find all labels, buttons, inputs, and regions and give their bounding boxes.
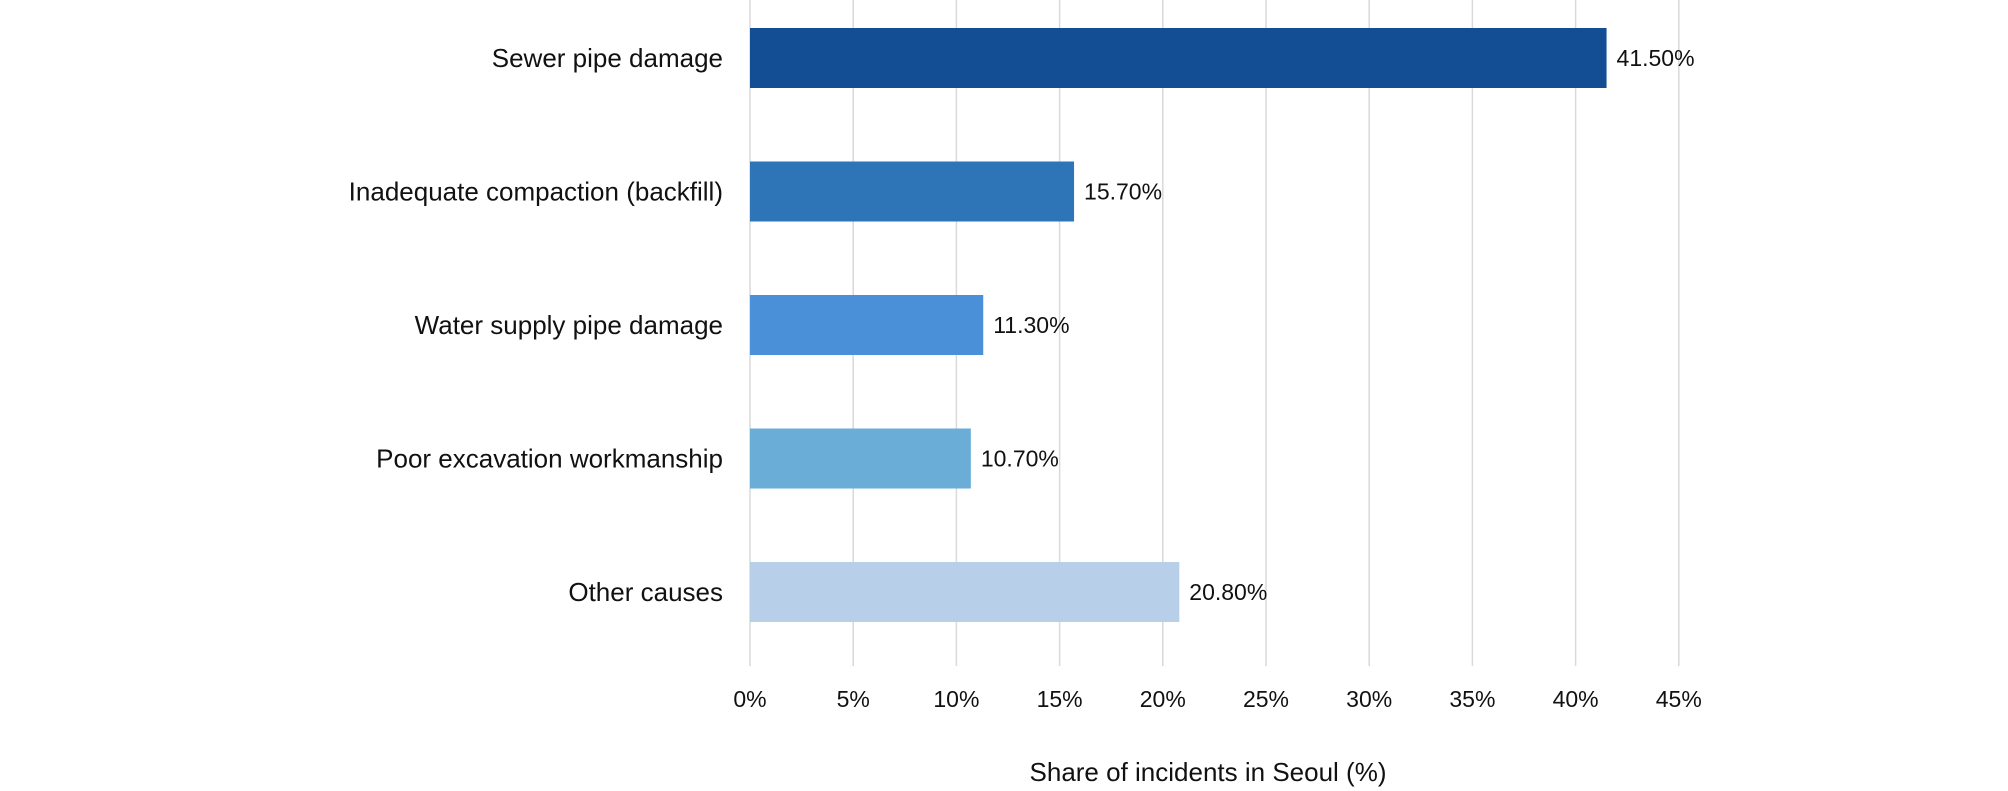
x-tick-label-35: 35% — [1449, 686, 1495, 712]
category-label-2: Inadequate compaction (backfill) — [349, 177, 723, 207]
x-axis-title: Share of incidents in Seoul (%) — [1030, 757, 1387, 787]
category-labels: Sewer pipe damage Inadequate compaction (… — [349, 43, 723, 607]
x-tick-label-45: 45% — [1656, 686, 1702, 712]
bars — [750, 28, 1607, 622]
data-label-1: 41.50% — [1617, 45, 1695, 71]
category-label-1: Sewer pipe damage — [492, 43, 723, 73]
x-tick-label-20: 20% — [1140, 686, 1186, 712]
x-tick-label-25: 25% — [1243, 686, 1289, 712]
data-label-2: 15.70% — [1084, 179, 1162, 205]
bar-4 — [750, 428, 971, 489]
data-label-4: 10.70% — [981, 446, 1059, 472]
data-labels: 41.50% 15.70% 11.30% 10.70% 20.80% — [981, 45, 1695, 605]
bar-2 — [750, 161, 1075, 222]
category-label-5: Other causes — [568, 577, 723, 607]
data-label-5: 20.80% — [1189, 579, 1267, 605]
category-label-3: Water supply pipe damage — [415, 310, 723, 340]
bar-1 — [750, 28, 1607, 88]
gridlines — [749, 0, 1680, 666]
x-tick-label-5: 5% — [837, 686, 870, 712]
bar-5 — [750, 562, 1180, 622]
x-tick-label-10: 10% — [933, 686, 979, 712]
x-tick-labels: 0% 5% 10% 15% 20% 25% 30% 35% 40% 45% — [733, 686, 1701, 712]
x-tick-label-30: 30% — [1346, 686, 1392, 712]
category-label-4: Poor excavation workmanship — [376, 444, 723, 474]
x-tick-label-15: 15% — [1037, 686, 1083, 712]
x-tick-label-0: 0% — [733, 686, 766, 712]
bar-3 — [750, 295, 984, 355]
data-label-3: 11.30% — [993, 312, 1069, 338]
x-tick-label-40: 40% — [1553, 686, 1599, 712]
